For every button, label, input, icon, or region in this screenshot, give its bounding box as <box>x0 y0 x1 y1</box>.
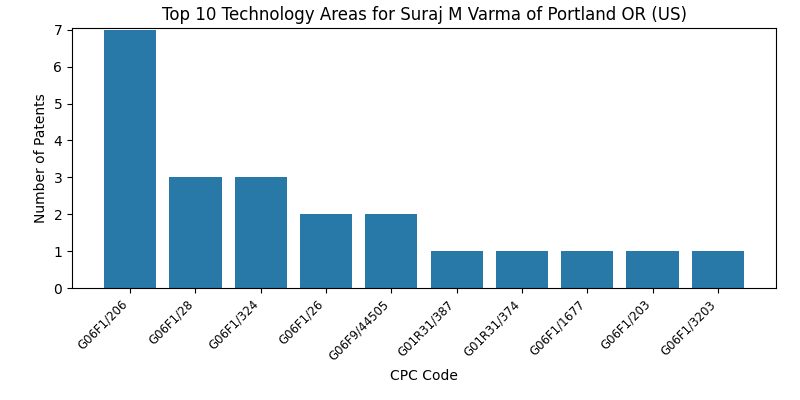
Bar <box>234 177 287 288</box>
Bar <box>692 251 744 288</box>
Bar <box>626 251 678 288</box>
Bar <box>104 30 156 288</box>
Bar <box>300 214 352 288</box>
Title: Top 10 Technology Areas for Suraj M Varma of Portland OR (US): Top 10 Technology Areas for Suraj M Varm… <box>162 6 686 24</box>
X-axis label: CPC Code: CPC Code <box>390 368 458 382</box>
Bar <box>366 214 418 288</box>
Bar <box>430 251 482 288</box>
Bar <box>496 251 548 288</box>
Bar <box>170 177 222 288</box>
Bar <box>561 251 614 288</box>
Y-axis label: Number of Patents: Number of Patents <box>34 93 48 223</box>
